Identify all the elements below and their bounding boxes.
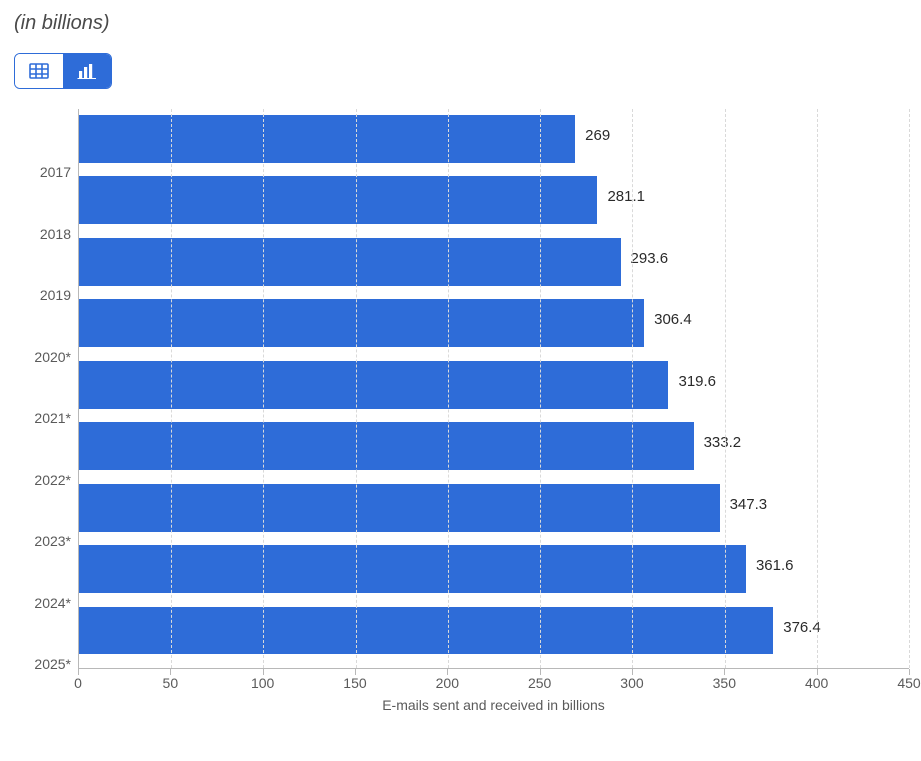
bar-value-label: 306.4 — [654, 311, 692, 328]
x-axis-ticks: 050100150200250300350400450 — [78, 669, 909, 693]
bar-value-label: 361.6 — [756, 557, 794, 574]
y-tick-label: 2022* — [21, 472, 71, 488]
x-tick-label: 100 — [251, 675, 274, 691]
bar — [79, 484, 720, 532]
y-tick-label: 2024* — [21, 595, 71, 611]
x-tick-label: 400 — [805, 675, 828, 691]
x-tick-label: 250 — [528, 675, 551, 691]
bar-row: 306.42020* — [79, 299, 909, 360]
y-tick-label: 2020* — [21, 349, 71, 365]
bar — [79, 299, 644, 347]
gridline — [725, 109, 726, 668]
y-tick-label: 2018 — [21, 226, 71, 242]
x-tick-label: 300 — [620, 675, 643, 691]
gridline — [356, 109, 357, 668]
bar-row: 376.42025* — [79, 607, 909, 668]
gridline — [263, 109, 264, 668]
bar — [79, 607, 773, 655]
bar-row: 333.22022* — [79, 422, 909, 483]
bar-chart-icon — [77, 63, 97, 79]
y-tick-label: 2017 — [21, 164, 71, 180]
chart-bars: 2692017281.12018293.62019306.42020*319.6… — [79, 109, 909, 668]
bar-value-label: 293.6 — [631, 250, 669, 267]
bar — [79, 545, 746, 593]
bar-value-label: 347.3 — [730, 496, 768, 513]
bar-row: 2692017 — [79, 115, 909, 176]
x-tick-label: 200 — [436, 675, 459, 691]
y-tick-label: 2025* — [21, 656, 71, 672]
bar — [79, 361, 668, 409]
bar-value-label: 269 — [585, 127, 610, 144]
chart-plot-area: 2692017281.12018293.62019306.42020*319.6… — [78, 109, 909, 669]
x-tick-label: 350 — [713, 675, 736, 691]
bar-value-label: 319.6 — [678, 373, 716, 390]
y-tick-label: 2021* — [21, 410, 71, 426]
x-tick-label: 150 — [343, 675, 366, 691]
bar — [79, 176, 597, 224]
gridline — [448, 109, 449, 668]
bar — [79, 115, 575, 163]
gridline — [171, 109, 172, 668]
gridline — [632, 109, 633, 668]
bar-value-label: 281.1 — [607, 188, 645, 205]
x-tick-label: 450 — [897, 675, 920, 691]
x-axis-title: E-mails sent and received in billions — [78, 697, 909, 713]
chart-subtitle: (in billions) — [14, 12, 909, 35]
x-tick-label: 0 — [74, 675, 82, 691]
bar-row: 347.32023* — [79, 484, 909, 545]
gridline — [817, 109, 818, 668]
table-view-button[interactable] — [15, 54, 63, 88]
chart-view-button[interactable] — [63, 54, 111, 88]
bar-row: 319.62021* — [79, 361, 909, 422]
gridline — [909, 109, 910, 668]
bar-row: 361.62024* — [79, 545, 909, 606]
chart-container: 2692017281.12018293.62019306.42020*319.6… — [78, 109, 909, 713]
y-tick-label: 2019 — [21, 287, 71, 303]
bar-row: 281.12018 — [79, 176, 909, 237]
y-tick-label: 2023* — [21, 533, 71, 549]
gridline — [540, 109, 541, 668]
bar-value-label: 333.2 — [704, 434, 742, 451]
bar-row: 293.62019 — [79, 238, 909, 299]
bar-value-label: 376.4 — [783, 619, 821, 636]
view-toggle-group — [14, 53, 112, 89]
x-tick-label: 50 — [163, 675, 179, 691]
table-icon — [29, 63, 49, 79]
